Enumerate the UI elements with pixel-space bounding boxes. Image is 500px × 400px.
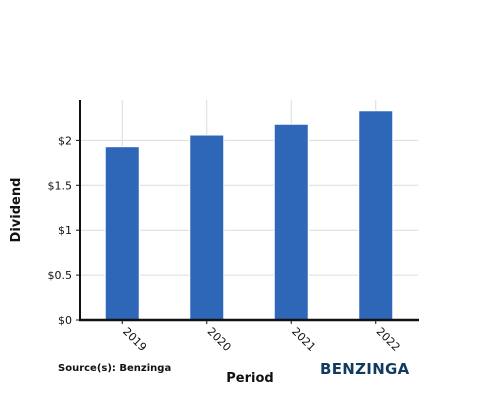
- y-tick-label: $1: [58, 224, 72, 237]
- source-note: Source(s): Benzinga: [58, 363, 172, 374]
- x-tick-label: 2020: [205, 325, 234, 354]
- y-tick-label: $0.5: [48, 269, 73, 282]
- x-tick-labels: 2019 2020 2021 2022: [120, 325, 402, 354]
- axes: [76, 100, 419, 324]
- x-tick-label: 2022: [374, 325, 403, 354]
- benzinga-logo: BENZINGA: [320, 360, 410, 378]
- y-tick-label: $1.5: [48, 179, 73, 192]
- y-tick-labels: $0 $0.5 $1 $1.5 $2: [48, 134, 73, 327]
- x-tick-label: 2019: [120, 325, 149, 354]
- x-axis-title: Period: [226, 371, 273, 386]
- bar-2021: [273, 123, 309, 321]
- bar-2019: [104, 146, 140, 321]
- y-tick-label: $2: [58, 134, 72, 147]
- bars: [104, 110, 394, 321]
- x-tick-label: 2021: [289, 325, 318, 354]
- bar-2020: [189, 134, 225, 321]
- bar-2022: [358, 110, 394, 321]
- y-axis-title: Dividend: [9, 178, 24, 243]
- y-tick-label: $0: [58, 314, 72, 327]
